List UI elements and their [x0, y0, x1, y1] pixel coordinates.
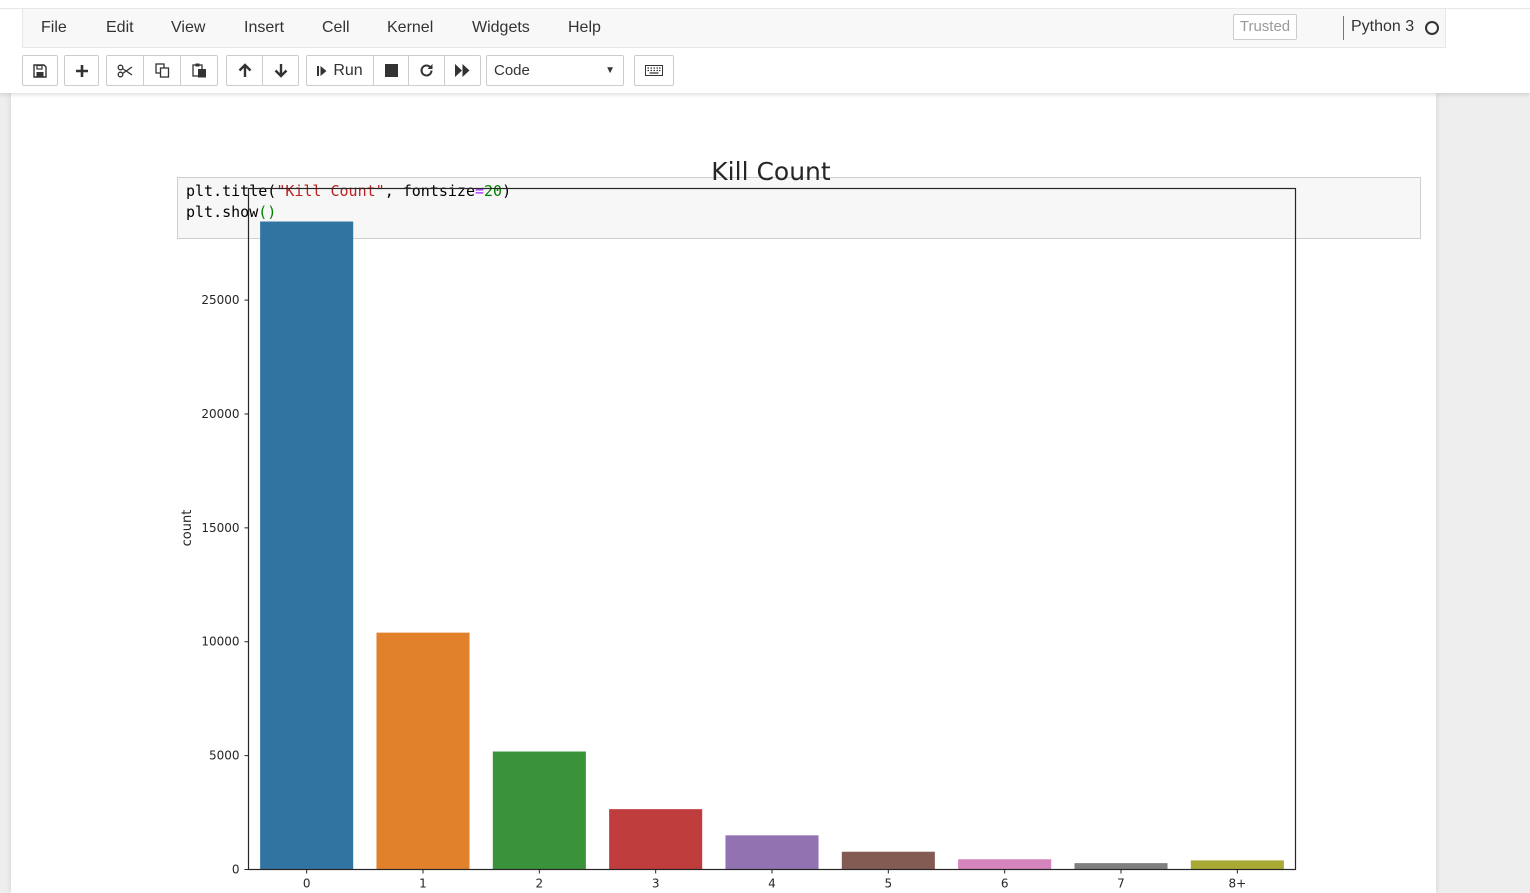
menu-insert[interactable]: Insert — [244, 19, 285, 36]
interrupt-button[interactable] — [373, 55, 409, 86]
move-down-button[interactable] — [262, 55, 299, 86]
run-label: Run — [333, 61, 363, 79]
x-tick-label: 4 — [768, 877, 776, 891]
y-tick-label: 5000 — [209, 749, 240, 763]
chevron-down-icon: ▼ — [605, 65, 615, 76]
cut-icon — [117, 64, 133, 77]
bars-group — [260, 221, 1284, 870]
restart-icon — [420, 64, 433, 77]
x-tick-label: 1 — [419, 877, 427, 891]
kernel-name: Python 3 — [1351, 18, 1415, 35]
y-tick-label: 25000 — [201, 293, 239, 307]
bar-4 — [725, 835, 819, 870]
restart-run-all-button[interactable] — [444, 55, 481, 86]
kernel-separator — [1343, 16, 1344, 40]
x-tick-label: 8+ — [1228, 877, 1246, 891]
notebook-header: File Edit View Insert Cell Kernel Widget… — [0, 0, 1530, 93]
bar-6 — [958, 859, 1052, 870]
x-tick-label: 5 — [885, 877, 893, 891]
cell-type-select[interactable]: Code ▼ — [486, 55, 624, 86]
y-tick-label: 10000 — [201, 635, 239, 649]
menubar: File Edit View Insert Cell Kernel Widget… — [22, 9, 1446, 48]
bar-0 — [260, 221, 354, 870]
trusted-indicator[interactable]: Trusted — [1233, 14, 1297, 40]
command-palette-button[interactable] — [634, 55, 674, 86]
menu-help[interactable]: Help — [568, 19, 601, 36]
menu-kernel[interactable]: Kernel — [387, 19, 434, 36]
bar-1 — [376, 632, 470, 870]
bar-2 — [492, 751, 586, 870]
code-line-title: plt.title("Kill Count", fontsize=20) — [186, 182, 512, 200]
code-cell-input[interactable]: plt.title("Kill Count", fontsize=20) plt… — [177, 177, 1421, 239]
header-divider — [0, 8, 1530, 9]
move-up-button[interactable] — [226, 55, 263, 86]
menu-file[interactable]: File — [41, 19, 67, 36]
x-tick-label: 7 — [1117, 877, 1125, 891]
y-tick-label: 15000 — [201, 521, 239, 535]
step-icon — [317, 65, 327, 76]
stop-icon — [384, 64, 398, 77]
fast-forward-icon — [454, 64, 469, 77]
chart-title: Kill Count — [711, 157, 831, 186]
menu-cell[interactable]: Cell — [322, 19, 350, 36]
copy-icon — [154, 63, 169, 78]
keyboard-icon — [645, 65, 663, 76]
x-tick-label: 2 — [536, 877, 544, 891]
y-axis-label: count — [180, 510, 195, 547]
y-axis-ticks: 0 5000 10000 15000 20000 25000 — [201, 293, 249, 877]
paste-icon — [191, 63, 206, 78]
bar-7 — [1074, 863, 1168, 870]
plus-icon — [75, 64, 88, 77]
insert-cell-button[interactable] — [64, 55, 99, 86]
kernel-idle-icon — [1425, 21, 1439, 35]
arrow-up-icon — [238, 63, 251, 77]
arrow-down-icon — [274, 64, 287, 78]
x-tick-label: 6 — [1001, 877, 1009, 891]
bar-8+ — [1190, 860, 1284, 870]
copy-button[interactable] — [143, 55, 181, 86]
bar-3 — [609, 809, 703, 870]
paste-button[interactable] — [180, 55, 218, 86]
y-tick-label: 20000 — [201, 407, 239, 421]
plot-frame — [247, 187, 1297, 871]
cell-type-value: Code — [494, 62, 530, 79]
restart-button[interactable] — [408, 55, 445, 86]
menu-edit[interactable]: Edit — [106, 19, 134, 36]
code-line-show: plt.show() — [186, 203, 277, 221]
run-button[interactable]: Run — [306, 55, 374, 86]
bar-5 — [841, 851, 935, 870]
menu-view[interactable]: View — [171, 19, 206, 36]
menu-widgets[interactable]: Widgets — [472, 19, 530, 36]
x-tick-label: 0 — [303, 877, 311, 891]
y-tick-label: 0 — [232, 863, 240, 877]
save-button[interactable] — [22, 55, 58, 86]
x-axis-ticks: 0 1 2 3 4 5 6 7 8+ — [303, 869, 1246, 891]
save-icon — [33, 63, 47, 78]
cut-button[interactable] — [106, 55, 144, 86]
x-tick-label: 3 — [652, 877, 660, 891]
